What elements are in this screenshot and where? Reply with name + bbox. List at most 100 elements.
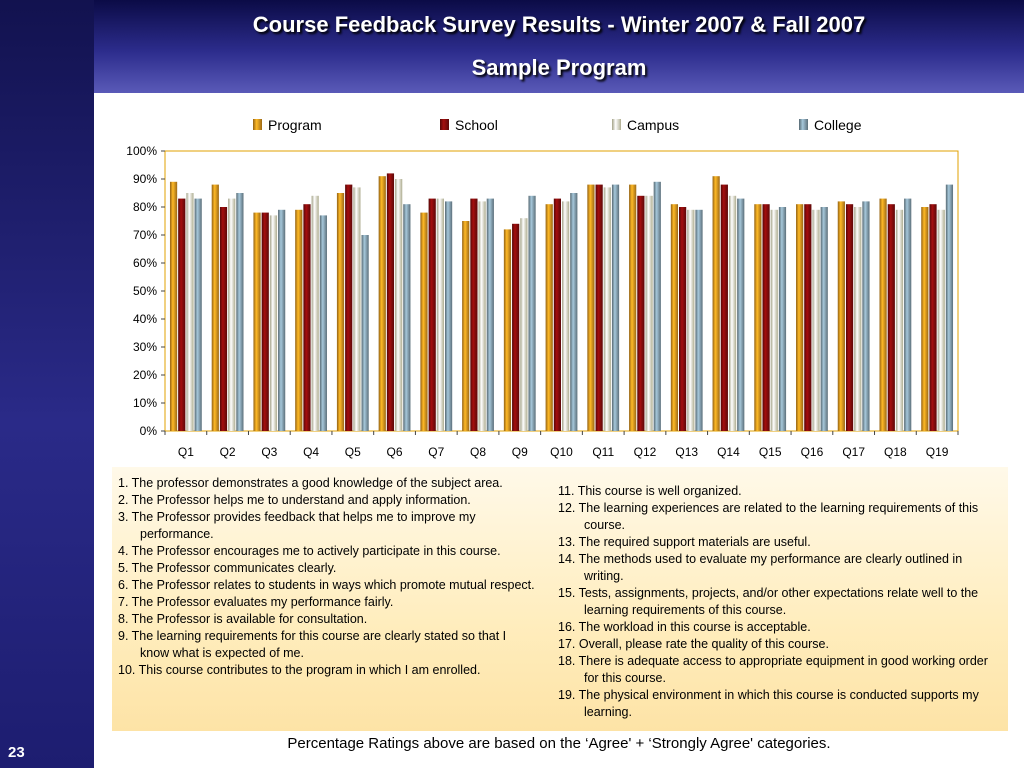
bar-college-q4 — [319, 215, 327, 431]
bar-campus-q4 — [311, 195, 319, 431]
bar-program-q16 — [796, 204, 804, 431]
question-definition: 18. There is adequate access to appropri… — [558, 654, 988, 685]
bar-program-q2 — [211, 184, 219, 431]
bar-college-q13 — [695, 209, 703, 431]
chart-legend: Program School Campus College — [253, 117, 862, 133]
bar-college-q15 — [778, 207, 787, 431]
question-definition: 19. The physical environment in which th… — [558, 688, 979, 719]
bar-school-q18 — [887, 204, 895, 431]
legend-label-college: College — [814, 117, 862, 133]
bar-program-q10 — [545, 204, 553, 431]
question-definition: 2. The Professor helps me to understand … — [118, 493, 471, 507]
slide-title: Course Feedback Survey Results - Winter … — [252, 12, 866, 37]
bar-program-q15 — [754, 204, 762, 431]
y-tick-label: 100% — [126, 144, 157, 158]
bar-campus-q18 — [895, 209, 904, 431]
bar-school-q7 — [428, 198, 436, 431]
bar-campus-q7 — [436, 198, 444, 431]
legend-swatch-program — [253, 119, 262, 130]
legend-label-program: Program — [268, 117, 322, 133]
bar-program-q11 — [587, 184, 595, 431]
question-definition: 5. The Professor communicates clearly. — [118, 561, 337, 575]
bar-campus-q14 — [728, 195, 737, 431]
question-definition: 13. The required support materials are u… — [558, 535, 811, 549]
bar-school-q6 — [386, 173, 395, 431]
bar-college-q2 — [236, 193, 244, 431]
bar-college-q18 — [904, 198, 912, 431]
question-definition: 8. The Professor is available for consul… — [118, 612, 368, 626]
bar-campus-q16 — [812, 209, 820, 431]
bar-campus-q19 — [937, 209, 945, 431]
bar-college-q16 — [820, 207, 828, 431]
y-tick-label: 30% — [133, 340, 157, 354]
bar-college-q11 — [611, 184, 620, 431]
y-tick-label: 0% — [140, 424, 158, 438]
bar-program-q12 — [629, 184, 637, 431]
question-definition: 17. Overall, please rate the quality of … — [558, 637, 829, 651]
bar-school-q12 — [637, 195, 645, 431]
x-tick-label: Q2 — [220, 445, 236, 459]
legend-swatch-campus — [612, 119, 621, 130]
bar-school-q14 — [720, 184, 728, 431]
x-tick-label: Q13 — [675, 445, 698, 459]
x-tick-label: Q14 — [717, 445, 740, 459]
x-tick-label: Q5 — [345, 445, 361, 459]
bar-campus-q12 — [645, 195, 653, 431]
question-definition: 16. The workload in this course is accep… — [558, 620, 811, 634]
bar-school-q17 — [845, 204, 854, 431]
bar-chart: Program School Campus College 0% 10% 20% 30% 40… — [126, 117, 959, 459]
x-tick-label: Q9 — [512, 445, 528, 459]
bar-college-q10 — [570, 193, 578, 431]
bar-program-q13 — [670, 204, 679, 431]
bar-college-q12 — [653, 181, 661, 431]
question-definitions-right: 11. This course is well organized. 12. Th… — [558, 483, 1004, 721]
x-tick-label: Q6 — [387, 445, 403, 459]
bar-campus-q11 — [603, 187, 611, 431]
y-tick-label: 10% — [133, 396, 157, 410]
y-tick-label: 90% — [133, 172, 157, 186]
bar-campus-q8 — [478, 201, 486, 431]
bar-program-q19 — [921, 207, 929, 431]
legend-label-school: School — [455, 117, 498, 133]
slide-subtitle: Sample Program — [471, 55, 647, 80]
x-tick-label: Q3 — [261, 445, 277, 459]
y-tick-label: 70% — [133, 228, 157, 242]
bar-college-q14 — [737, 198, 745, 431]
question-definition: 10. This course contributes to the progr… — [118, 663, 481, 677]
bar-campus-q9 — [520, 218, 528, 431]
bar-program-q14 — [712, 176, 720, 431]
bar-campus-q13 — [687, 209, 695, 431]
question-definition: 7. The Professor evaluates my performanc… — [118, 595, 394, 609]
question-definitions-left: 1. The professor demonstrates a good kno… — [118, 475, 538, 679]
bar-college-q19 — [945, 184, 954, 431]
bar-program-q8 — [462, 221, 470, 431]
x-tick-label: Q10 — [550, 445, 573, 459]
bar-campus-q1 — [186, 193, 194, 431]
bar-school-q9 — [512, 223, 520, 431]
question-definition: 1. The professor demonstrates a good kno… — [118, 476, 503, 490]
slide-number: 23 — [8, 744, 25, 761]
question-definition: 4. The Professor encourages me to active… — [118, 544, 501, 558]
bar-campus-q10 — [562, 201, 570, 431]
bar-school-q10 — [553, 198, 561, 431]
bar-school-q4 — [303, 204, 311, 431]
legend-swatch-school — [440, 119, 449, 130]
bar-campus-q6 — [395, 179, 403, 431]
bar-school-q13 — [679, 207, 687, 431]
title-band — [94, 0, 1024, 93]
bar-college-q7 — [444, 201, 453, 431]
bar-program-q18 — [879, 198, 887, 431]
bar-campus-q5 — [353, 187, 361, 431]
question-definition: 3. The Professor provides feedback that … — [118, 510, 476, 541]
bar-college-q9 — [528, 195, 536, 431]
x-tick-label: Q4 — [303, 445, 319, 459]
bar-program-q4 — [295, 209, 303, 431]
legend-swatch-college — [799, 119, 808, 130]
bar-school-q19 — [929, 204, 937, 431]
bar-program-q7 — [420, 212, 428, 431]
x-tick-label: Q16 — [801, 445, 824, 459]
x-tick-label: Q15 — [759, 445, 782, 459]
x-tick-label: Q18 — [884, 445, 907, 459]
bar-program-q1 — [169, 181, 178, 431]
bar-program-q9 — [503, 229, 512, 431]
